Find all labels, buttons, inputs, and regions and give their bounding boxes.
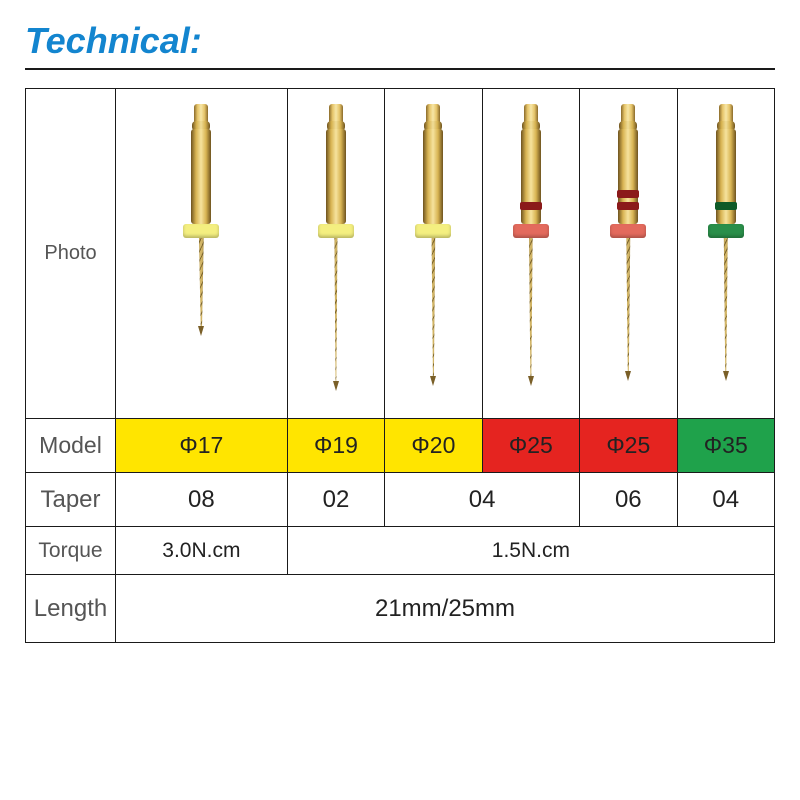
photo-cell-2 (385, 89, 482, 419)
taper-label: Taper (26, 473, 116, 527)
model-cell-5: Φ35 (677, 419, 774, 473)
taper-cell-2: 04 (385, 473, 580, 527)
model-cell-4: Φ25 (580, 419, 677, 473)
model-cell-3: Φ25 (482, 419, 579, 473)
photo-cell-3 (482, 89, 579, 419)
torque-cell-1: 1.5N.cm (287, 527, 774, 575)
photo-cell-0 (116, 89, 288, 419)
taper-row: Taper 0802040604 (26, 473, 775, 527)
torque-cell-0: 3.0N.cm (116, 527, 288, 575)
section-title: Technical: (25, 20, 775, 62)
length-value: 21mm/25mm (116, 575, 775, 643)
taper-cell-4: 04 (677, 473, 774, 527)
title-underline (25, 68, 775, 70)
taper-cell-1: 02 (287, 473, 384, 527)
model-row: Model Φ17 Φ19 Φ20 Φ25 Φ25 Φ35 (26, 419, 775, 473)
photo-cell-1 (287, 89, 384, 419)
length-row: Length 21mm/25mm (26, 575, 775, 643)
taper-cell-0: 08 (116, 473, 288, 527)
torque-label: Torque (26, 527, 116, 575)
photo-cell-5 (677, 89, 774, 419)
model-label: Model (26, 419, 116, 473)
model-cell-0: Φ17 (116, 419, 288, 473)
model-cell-1: Φ19 (287, 419, 384, 473)
model-cell-2: Φ20 (385, 419, 482, 473)
length-label: Length (26, 575, 116, 643)
taper-cell-3: 06 (580, 473, 677, 527)
torque-row: Torque 3.0N.cm1.5N.cm (26, 527, 775, 575)
spec-table: Photo Model Φ17 Φ19 Φ20 Φ25 Φ25 Φ35 Tape… (25, 88, 775, 643)
photo-cell-4 (580, 89, 677, 419)
photo-label: Photo (26, 89, 116, 419)
photo-row: Photo (26, 89, 775, 419)
